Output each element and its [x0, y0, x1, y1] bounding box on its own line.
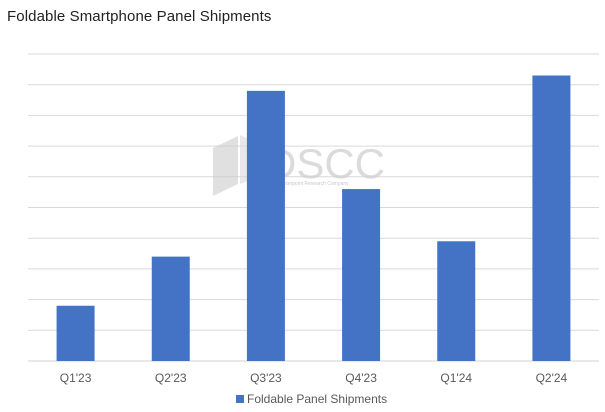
legend: Foldable Panel Shipments: [236, 392, 387, 406]
watermark-tagline: A Counterpoint Research Company: [270, 181, 349, 187]
bar: [151, 256, 190, 361]
gridlines: [28, 53, 599, 362]
bar-series: [56, 75, 571, 362]
x-axis-tick-labels: Q1'23 Q2'23 Q3'23 Q4'23 Q1'24 Q2'24: [60, 371, 568, 385]
x-tick-label: Q2'23: [155, 371, 187, 385]
bar: [246, 90, 285, 361]
x-tick-label: Q4'23: [345, 371, 377, 385]
chart-title: Foldable Smartphone Panel Shipments: [7, 8, 272, 25]
bar: [532, 75, 571, 362]
x-tick-label: Q3'23: [250, 371, 282, 385]
bar: [56, 305, 95, 361]
x-tick-label: Q1'24: [440, 371, 472, 385]
x-tick-label: Q1'23: [60, 371, 92, 385]
dscc-watermark: DSCC A Counterpoint Research Company: [213, 135, 385, 196]
x-tick-label: Q2'24: [536, 371, 568, 385]
watermark-brand: DSCC: [266, 140, 385, 187]
bar: [342, 189, 381, 361]
legend-swatch: [236, 395, 244, 403]
legend-label: Foldable Panel Shipments: [247, 392, 387, 406]
bar: [437, 241, 476, 361]
